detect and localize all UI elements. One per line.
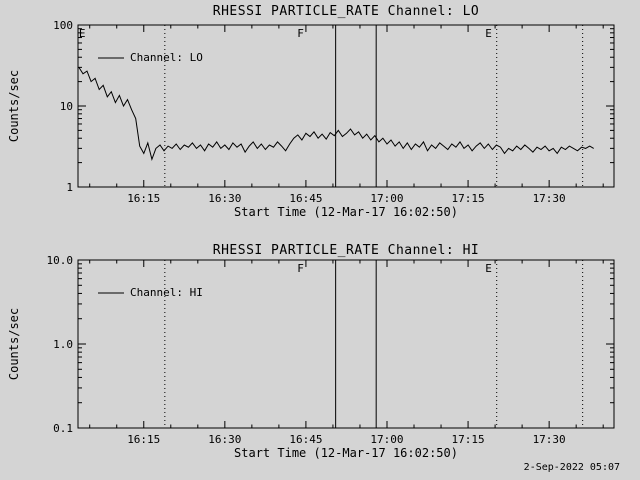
hi-x-axis-label: Start Time (12-Mar-17 16:02:50) [234,446,458,460]
svg-text:17:00: 17:00 [370,192,403,205]
svg-text:17:00: 17:00 [370,433,403,446]
svg-text:E: E [485,262,492,275]
svg-text:10: 10 [60,100,73,113]
svg-text:100: 100 [53,19,73,32]
svg-text:F: F [297,262,304,275]
svg-text:16:15: 16:15 [127,433,160,446]
svg-text:1.0: 1.0 [53,338,73,351]
svg-text:10.0: 10.0 [47,254,74,267]
lo-chart-canvas: 16:15 16:30 16:45 17:00 17:15 17:30 1 10 100 E F E [53,19,615,205]
hi-legend-label: Channel: HI [130,286,203,299]
lo-x-axis-label: Start Time (12-Mar-17 16:02:50) [234,205,458,219]
hi-y-axis-label: Counts/sec [7,307,21,381]
svg-text:16:30: 16:30 [208,192,241,205]
lo-legend-label: Channel: LO [130,51,203,64]
lo-y-axis-label: Counts/sec [7,69,21,143]
svg-text:E: E [79,27,86,40]
svg-text:E: E [485,27,492,40]
svg-text:17:15: 17:15 [452,433,485,446]
svg-text:17:30: 17:30 [533,433,566,446]
lo-chart-title: RHESSI PARTICLE_RATE Channel: LO [212,4,480,19]
svg-text:0.1: 0.1 [53,422,73,435]
svg-text:16:30: 16:30 [208,433,241,446]
svg-text:16:15: 16:15 [127,192,160,205]
svg-text:16:45: 16:45 [289,433,322,446]
svg-text:17:30: 17:30 [533,192,566,205]
svg-text:17:15: 17:15 [452,192,485,205]
hi-chart-title: RHESSI PARTICLE_RATE Channel: HI [212,243,480,258]
svg-text:1: 1 [66,181,73,194]
svg-text:F: F [297,27,304,40]
hi-chart-canvas: 16:15 16:30 16:45 17:00 17:15 17:30 0.1 1.0 10.0… [47,254,615,446]
plot-timestamp: 2-Sep-2022 05:07 [523,462,620,473]
svg-text:16:45: 16:45 [289,192,322,205]
